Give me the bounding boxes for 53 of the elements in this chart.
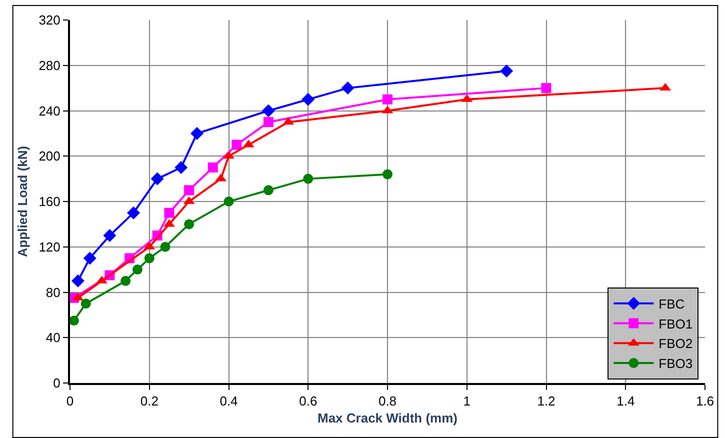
point — [184, 185, 194, 196]
point — [184, 219, 194, 230]
y-tick-label: 0 — [53, 376, 60, 391]
point — [80, 298, 91, 309]
point — [541, 83, 552, 94]
point — [224, 196, 234, 206]
point — [164, 208, 174, 218]
y-tick-label: 240 — [38, 103, 60, 118]
point — [120, 276, 131, 286]
point — [174, 160, 188, 174]
x-tick-label: 1.6 — [696, 394, 714, 409]
x-tick-label: 0.6 — [299, 394, 318, 409]
legend-label: FBC — [658, 296, 685, 312]
point — [103, 229, 116, 242]
point — [382, 169, 392, 180]
legend-label: FBO1 — [658, 316, 693, 332]
point — [341, 82, 354, 95]
point — [70, 316, 79, 326]
x-tick-label: 0 — [66, 394, 74, 409]
y-tick-label: 40 — [46, 330, 60, 346]
point — [263, 117, 274, 128]
x-tick-label: 1.2 — [537, 394, 556, 409]
point — [232, 140, 242, 150]
y-tick-label: 320 — [38, 12, 60, 28]
point — [144, 253, 154, 264]
x-tick-label: 0.4 — [220, 394, 238, 409]
point — [150, 172, 164, 186]
y-tick-label: 160 — [38, 194, 60, 210]
y-tick-label: 200 — [38, 148, 60, 164]
y-tick-label: 120 — [38, 239, 60, 254]
point — [500, 64, 514, 78]
point — [83, 252, 96, 265]
point — [208, 162, 218, 172]
point — [263, 185, 274, 196]
y-tick-label: 280 — [38, 58, 60, 73]
x-tick-label: 1 — [463, 394, 470, 409]
y-axis-title: Applied Load (kN) — [15, 146, 30, 258]
x-tick-label: 0.2 — [140, 394, 158, 409]
x-tick-label: 0.8 — [378, 394, 397, 409]
x-axis-title: Max Crack Width (mm) — [317, 410, 458, 426]
point — [71, 274, 84, 288]
y-tick-label: 80 — [46, 284, 60, 300]
point — [303, 174, 314, 184]
point — [160, 242, 170, 252]
point — [190, 126, 204, 140]
point — [262, 104, 275, 118]
x-tick-label: 1.4 — [616, 394, 635, 409]
legend-label: FBO3 — [658, 356, 693, 372]
point — [127, 206, 140, 220]
point — [132, 264, 142, 275]
point — [382, 94, 392, 104]
legend-label: FBO2 — [658, 336, 693, 352]
point — [302, 92, 315, 106]
